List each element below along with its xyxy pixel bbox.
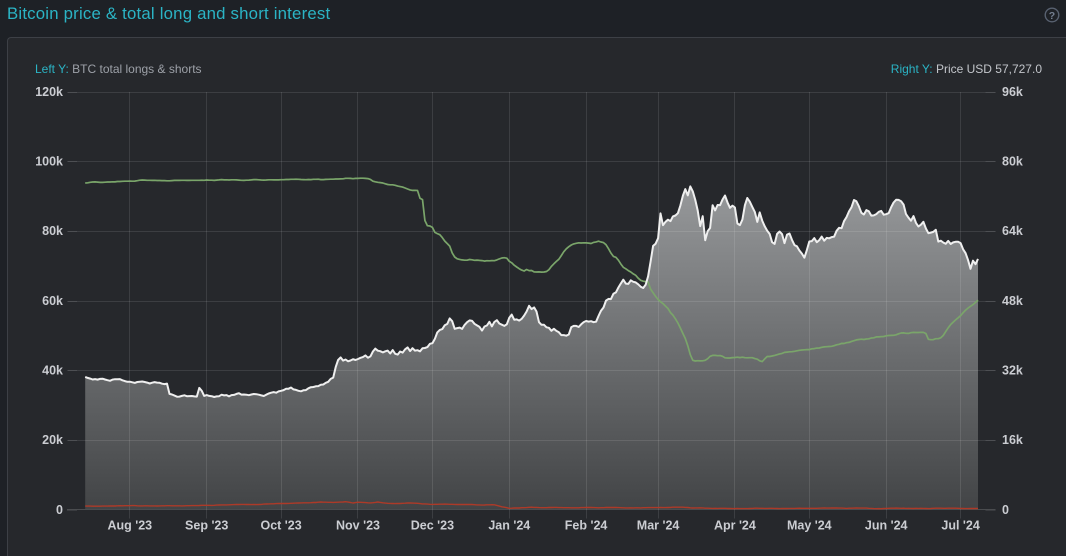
svg-text:60k: 60k <box>42 294 63 308</box>
svg-text:64k: 64k <box>1002 224 1023 238</box>
svg-text:Aug '23: Aug '23 <box>107 518 152 532</box>
svg-text:May '24: May '24 <box>787 518 832 532</box>
svg-text:Jan '24: Jan '24 <box>488 518 530 532</box>
svg-text:96k: 96k <box>1002 85 1023 99</box>
svg-text:?: ? <box>1049 10 1055 22</box>
svg-text:80k: 80k <box>42 224 63 238</box>
svg-text:20k: 20k <box>42 433 63 447</box>
svg-text:32k: 32k <box>1002 364 1023 378</box>
svg-text:100k: 100k <box>35 155 63 169</box>
svg-text:0: 0 <box>1002 503 1009 517</box>
svg-text:80k: 80k <box>1002 155 1023 169</box>
svg-text:Apr '24: Apr '24 <box>714 518 756 532</box>
svg-text:Jun '24: Jun '24 <box>865 518 908 532</box>
svg-text:Sep '23: Sep '23 <box>185 518 228 532</box>
svg-text:16k: 16k <box>1002 433 1023 447</box>
svg-text:0: 0 <box>56 503 63 517</box>
svg-text:Dec '23: Dec '23 <box>411 518 454 532</box>
svg-text:40k: 40k <box>42 364 63 378</box>
svg-text:Jul '24: Jul '24 <box>941 518 979 532</box>
svg-text:Oct '23: Oct '23 <box>261 518 302 532</box>
svg-text:Feb '24: Feb '24 <box>565 518 608 532</box>
svg-text:120k: 120k <box>35 85 63 99</box>
svg-text:Mar '24: Mar '24 <box>637 518 680 532</box>
svg-text:Nov '23: Nov '23 <box>336 518 380 532</box>
svg-text:48k: 48k <box>1002 294 1023 308</box>
